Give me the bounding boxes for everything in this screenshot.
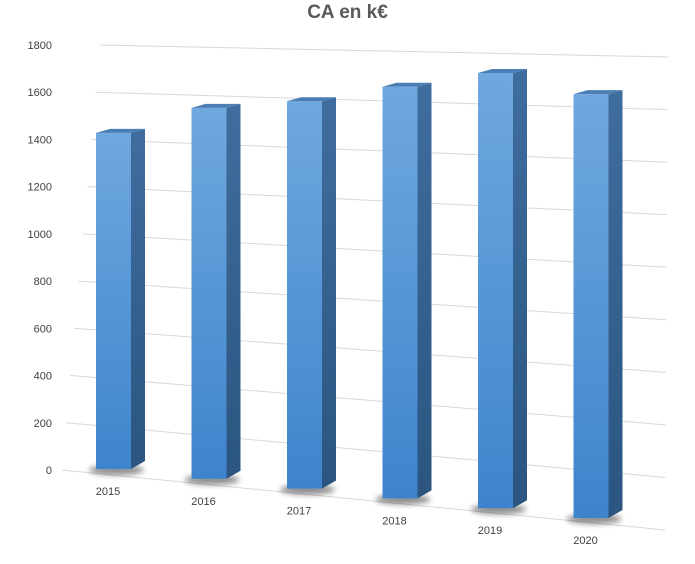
x-tick-label: 2017 bbox=[287, 506, 311, 518]
x-tick-label: 2015 bbox=[96, 486, 120, 498]
bar-2018 bbox=[375, 82, 432, 505]
bar-front bbox=[191, 107, 227, 479]
y-tick-label: 0 bbox=[46, 465, 52, 477]
gridlines bbox=[61, 44, 669, 531]
x-tick-label: 2019 bbox=[478, 525, 502, 537]
bars bbox=[89, 68, 623, 524]
gridline bbox=[74, 327, 667, 373]
bar-front bbox=[478, 72, 513, 509]
bar-side bbox=[608, 90, 623, 518]
y-tick-label: 400 bbox=[34, 371, 52, 383]
bar-top bbox=[478, 68, 527, 73]
x-axis-ticks: 2015 2016 2017 2018 2019 2020 bbox=[96, 486, 598, 547]
y-tick-label: 1400 bbox=[28, 134, 52, 146]
bar-2015 bbox=[89, 128, 145, 475]
bar-side bbox=[322, 97, 336, 489]
chart-title: CA en k€ bbox=[307, 2, 388, 23]
bar-top bbox=[191, 103, 241, 108]
gridline bbox=[87, 186, 668, 216]
x-tick-label: 2016 bbox=[191, 496, 215, 508]
bar-front bbox=[382, 86, 418, 499]
bar-side bbox=[131, 128, 145, 470]
gridline bbox=[78, 280, 667, 321]
y-tick-label: 1600 bbox=[28, 87, 52, 99]
gridline bbox=[95, 91, 668, 111]
bar-2019 bbox=[471, 68, 527, 515]
gridline bbox=[66, 422, 666, 478]
bar-top bbox=[573, 90, 623, 95]
bar-front bbox=[96, 132, 131, 470]
y-tick-label: 600 bbox=[34, 323, 52, 335]
bar-2016 bbox=[184, 103, 241, 485]
bar-side bbox=[417, 82, 432, 499]
bar-2017 bbox=[280, 97, 336, 495]
y-tick-label: 200 bbox=[34, 418, 52, 430]
bar-side bbox=[226, 103, 241, 479]
y-tick-label: 1000 bbox=[28, 229, 52, 241]
bar-top bbox=[382, 82, 432, 87]
gridline bbox=[91, 138, 668, 163]
y-tick-label: 800 bbox=[34, 276, 52, 288]
y-axis-ticks: 0 200 400 600 800 1000 1200 1400 1600 1800 bbox=[28, 40, 52, 477]
gridline bbox=[99, 44, 669, 58]
gridline bbox=[83, 233, 667, 268]
bar-side bbox=[513, 68, 527, 509]
gridline bbox=[61, 469, 666, 531]
bar-front bbox=[573, 94, 609, 518]
x-tick-label: 2018 bbox=[382, 515, 406, 527]
y-tick-label: 1800 bbox=[28, 40, 52, 52]
bar-top bbox=[287, 97, 336, 102]
bar-front bbox=[287, 101, 322, 489]
y-tick-label: 1200 bbox=[28, 182, 52, 194]
x-tick-label: 2020 bbox=[573, 535, 597, 547]
bar-2020 bbox=[566, 90, 623, 524]
gridline bbox=[70, 375, 666, 426]
bar-top bbox=[96, 128, 145, 133]
